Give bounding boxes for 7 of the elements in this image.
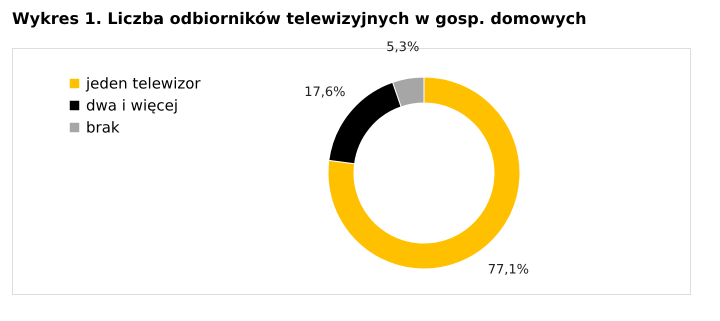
data-label: 17,6% — [304, 85, 346, 100]
legend-label: brak — [86, 118, 120, 136]
data-label: 5,3% — [386, 40, 420, 55]
data-label: 77,1% — [488, 262, 529, 278]
legend-label: dwa i więcej — [86, 96, 178, 114]
legend-label: jeden telewizor — [85, 74, 202, 92]
chart-title: Wykres 1. Liczba odbiorników telewizyjnych w gosp. domowych — [12, 8, 587, 28]
